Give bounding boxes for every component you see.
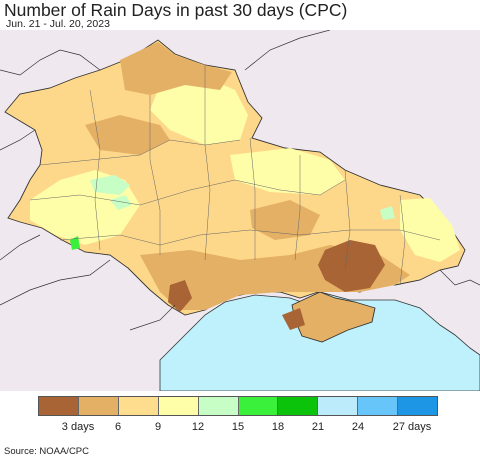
legend-swatch [357, 397, 398, 415]
south-brown-zone [168, 280, 192, 312]
legend-swatch [39, 397, 78, 415]
central-tan-zone [250, 200, 320, 240]
legend-swatch [197, 397, 238, 415]
green-patch-1 [90, 175, 130, 195]
legend-tick: 24 [351, 421, 365, 433]
map-title: Number of Rain Days in past 30 days (CPC… [4, 0, 348, 20]
legend-tick: 18 [271, 421, 285, 433]
legend-swatch [277, 397, 318, 415]
legend-swatch [397, 397, 438, 415]
legend-tick: 9 [154, 421, 162, 433]
date-range: Jun. 21 - Jul. 20, 2023 [6, 18, 110, 30]
northeast-light-zone [230, 148, 345, 195]
legend-tick: 21 [311, 421, 325, 433]
north-tan-zone [120, 42, 232, 95]
legend-tick-labels: 3 days 6 9 12 15 18 21 24 27 days [0, 421, 480, 435]
legend-tick: 15 [231, 421, 245, 433]
legend-swatch [117, 397, 158, 415]
legend-color-bar [38, 396, 438, 416]
source-credit: Source: NOAA/CPC [4, 446, 89, 457]
east-light-zone [400, 198, 460, 262]
east-green-patch [380, 206, 395, 220]
green-patch-3 [70, 236, 80, 250]
legend-swatch [317, 397, 358, 415]
crimea-brown-zone [282, 308, 305, 330]
legend-swatch [77, 397, 118, 415]
legend-swatch [237, 397, 278, 415]
legend-tick: 12 [191, 421, 205, 433]
oblast-boundaries [29, 65, 441, 286]
green-patch-2 [110, 195, 132, 210]
legend-tick: 3 days [61, 421, 95, 433]
legend-swatch [157, 397, 198, 415]
legend-tick: 27 days [392, 421, 432, 433]
southeast-brown-zone [318, 240, 385, 292]
country-borders [0, 30, 480, 331]
north-tan-zone-2 [85, 115, 170, 155]
north-light-zone [150, 75, 248, 145]
rain-days-map [0, 30, 480, 391]
legend-tick: 6 [114, 421, 122, 433]
crimea-land [291, 291, 376, 343]
